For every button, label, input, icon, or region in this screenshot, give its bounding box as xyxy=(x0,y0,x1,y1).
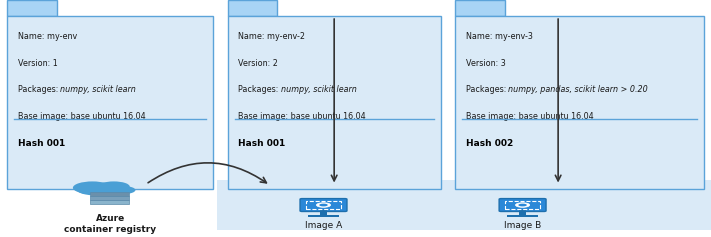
FancyBboxPatch shape xyxy=(455,16,704,189)
Ellipse shape xyxy=(73,181,112,194)
FancyBboxPatch shape xyxy=(7,16,213,189)
FancyBboxPatch shape xyxy=(217,180,711,230)
Text: Image B: Image B xyxy=(504,221,541,230)
FancyBboxPatch shape xyxy=(455,0,505,16)
Text: Hash 001: Hash 001 xyxy=(18,139,65,148)
Text: Base image: base ubuntu 16.04: Base image: base ubuntu 16.04 xyxy=(238,112,366,121)
Text: Base image: base ubuntu 16.04: Base image: base ubuntu 16.04 xyxy=(466,112,594,121)
Text: numpy, scikit learn: numpy, scikit learn xyxy=(60,85,137,94)
Text: Version: 1: Version: 1 xyxy=(18,59,58,68)
Text: Hash 001: Hash 001 xyxy=(238,139,285,148)
FancyBboxPatch shape xyxy=(90,196,129,200)
Text: Name: my-env: Name: my-env xyxy=(18,32,77,41)
FancyBboxPatch shape xyxy=(308,215,339,217)
Text: Name: my-env-2: Name: my-env-2 xyxy=(238,32,305,41)
Text: numpy, pandas, scikit learn > 0.20: numpy, pandas, scikit learn > 0.20 xyxy=(508,85,648,94)
FancyBboxPatch shape xyxy=(519,210,526,217)
Text: Packages:: Packages: xyxy=(18,85,60,94)
Ellipse shape xyxy=(78,187,128,196)
FancyArrowPatch shape xyxy=(148,163,267,183)
FancyBboxPatch shape xyxy=(300,199,347,211)
FancyBboxPatch shape xyxy=(499,199,546,211)
Circle shape xyxy=(515,203,530,207)
Text: Base image: base ubuntu 16.04: Base image: base ubuntu 16.04 xyxy=(18,112,146,121)
Text: Packages:: Packages: xyxy=(238,85,281,94)
Text: Version: 2: Version: 2 xyxy=(238,59,278,68)
FancyBboxPatch shape xyxy=(228,0,277,16)
Text: Hash 002: Hash 002 xyxy=(466,139,513,148)
Text: numpy, scikit learn: numpy, scikit learn xyxy=(281,85,357,94)
Text: Version: 3: Version: 3 xyxy=(466,59,506,68)
Circle shape xyxy=(518,204,527,206)
FancyBboxPatch shape xyxy=(7,0,57,16)
FancyBboxPatch shape xyxy=(320,210,327,217)
FancyBboxPatch shape xyxy=(90,192,129,196)
Text: Azure
container registry: Azure container registry xyxy=(64,214,156,234)
Text: Image A: Image A xyxy=(305,221,342,230)
Ellipse shape xyxy=(111,186,135,194)
Text: Name: my-env-3: Name: my-env-3 xyxy=(466,32,533,41)
Circle shape xyxy=(316,203,331,207)
FancyBboxPatch shape xyxy=(507,215,538,217)
Text: Packages:: Packages: xyxy=(466,85,508,94)
FancyBboxPatch shape xyxy=(90,201,129,204)
FancyBboxPatch shape xyxy=(228,16,441,189)
Ellipse shape xyxy=(97,181,129,192)
Circle shape xyxy=(319,204,328,206)
